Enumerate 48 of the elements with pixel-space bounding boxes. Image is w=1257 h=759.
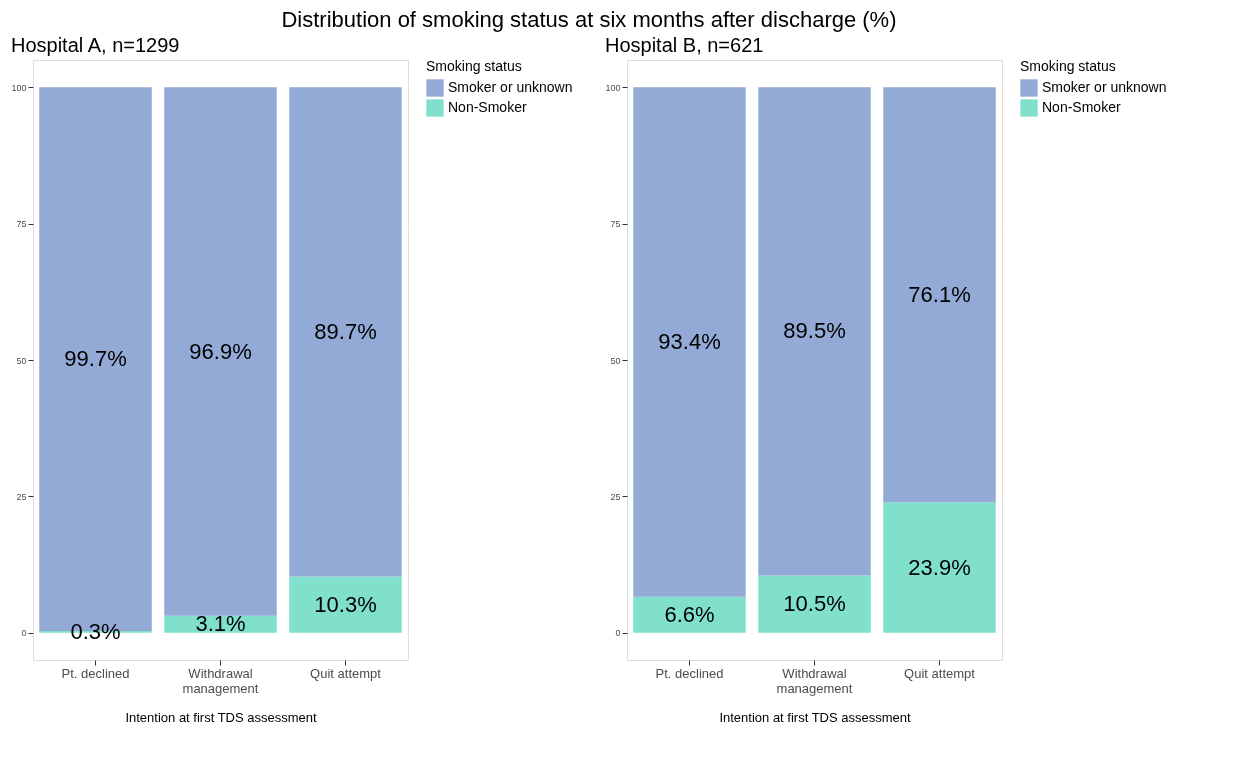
y-tick-label: 0: [21, 628, 27, 639]
x-tick-label: Pt. declined: [655, 665, 724, 681]
legend-title: Smoking status: [426, 58, 522, 74]
data-label: 10.3%: [314, 591, 377, 617]
data-label: 99.7%: [64, 346, 127, 372]
bar: [883, 87, 996, 503]
y-tick-label: 0: [615, 628, 621, 639]
chart-title: Hospital B, n=621: [604, 34, 764, 56]
x-tick-label: Quit attempt: [904, 665, 976, 681]
data-label: 76.1%: [908, 281, 971, 307]
bar: [758, 575, 871, 633]
y-tick-label: 75: [610, 219, 621, 230]
legend-label: Non-Smoker: [1042, 99, 1121, 115]
x-tick-label: Quit attempt: [310, 665, 382, 681]
y-tick-label: 50: [16, 355, 27, 366]
x-tick-label: Withdrawal management: [182, 665, 259, 696]
x-tick-label: Pt. declined: [61, 665, 130, 681]
y-tick-label: 25: [610, 491, 621, 502]
data-label: 89.5%: [783, 318, 846, 344]
y-tick-label: 100: [605, 82, 621, 93]
y-tick-label: 50: [610, 355, 621, 366]
data-label: 23.9%: [908, 554, 971, 580]
bar: [289, 87, 402, 577]
data-label: 0.3%: [70, 618, 121, 644]
data-label: 6.6%: [664, 601, 715, 627]
y-tick-label: 100: [11, 82, 27, 93]
data-label: 96.9%: [189, 338, 252, 364]
bar: [633, 596, 746, 633]
x-axis-title: Intention at first TDS assessment: [125, 709, 317, 725]
x-axis-title: Intention at first TDS assessment: [719, 709, 911, 725]
legend-label: Smoker or unknown: [448, 79, 573, 95]
bar: [633, 87, 746, 597]
data-label: 3.1%: [195, 611, 246, 637]
data-label: 93.4%: [658, 329, 721, 354]
bar: [289, 576, 402, 633]
legend-label: Non-Smoker: [448, 99, 527, 115]
data-label: 10.5%: [783, 591, 846, 617]
text: Distribution of smoking status at six months after discharge (%): [281, 6, 897, 32]
legend-label: Smoker or unknown: [1042, 79, 1167, 95]
y-tick-label: 25: [16, 491, 27, 502]
legend-title: Smoking status: [1020, 58, 1116, 74]
bar: [883, 502, 996, 633]
data-label: 89.7%: [314, 318, 377, 344]
chart-title: Hospital A, n=1299: [10, 34, 180, 56]
bar: [164, 87, 277, 616]
y-tick-label: 75: [16, 219, 27, 230]
bar: [758, 87, 871, 576]
x-tick-label: Withdrawal management: [776, 665, 853, 696]
